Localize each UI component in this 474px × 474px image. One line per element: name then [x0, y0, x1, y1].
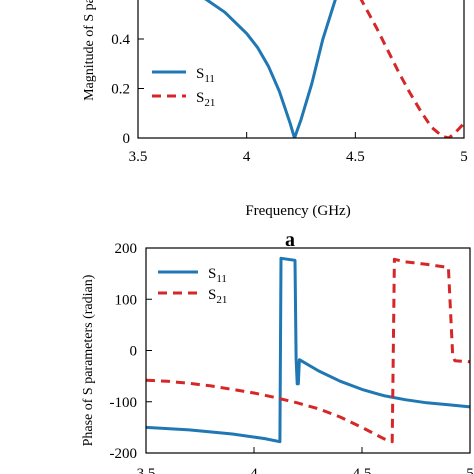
x-tick-label: 4: [243, 149, 251, 165]
x-tick-label: 4.5: [346, 149, 365, 165]
series-line-21: [146, 257, 470, 444]
y-axis-label: Phase of S parameters (radian): [81, 274, 96, 446]
y-tick-label: -100: [110, 395, 138, 411]
legend-subscript: 11: [216, 273, 227, 285]
legend-label-11: S11: [196, 66, 215, 85]
series-line-11: [146, 256, 470, 444]
y-tick-label: 100: [115, 292, 138, 308]
y-tick-label: 0.4: [111, 32, 130, 48]
series-line-21: [359, 0, 464, 138]
y-tick-label: -200: [110, 446, 138, 462]
legend-label-21: S21: [196, 90, 215, 109]
legend-subscript: 21: [216, 294, 227, 306]
y-tick-label: 200: [115, 241, 138, 257]
x-tick-label: 5: [460, 149, 468, 165]
panel-label-a: a: [285, 229, 295, 251]
series-line-11: [204, 0, 337, 138]
x-tick-label: 4: [250, 466, 258, 474]
x-tick-label: 4.5: [353, 466, 372, 474]
legend-label-11: S11: [208, 266, 227, 285]
legend-subscript: 21: [204, 97, 215, 109]
legend-label-21: S21: [208, 287, 227, 306]
y-tick-label: 0.2: [111, 82, 130, 98]
chart-panel-b: 3.5 4 4.5 5 200 100 0 -100 -200 Phase of S parame…: [81, 241, 474, 474]
y-tick-label: 0: [123, 131, 131, 147]
xlabel-a: Frequency (GHz): [245, 203, 350, 219]
y-tick-label: 0: [130, 344, 138, 360]
x-tick-label: 3.5: [137, 466, 156, 474]
legend-subscript: 11: [204, 73, 215, 85]
y-axis-label: Magnitude of S pa: [82, 0, 97, 101]
x-tick-label: 3.5: [129, 149, 148, 165]
plot-frame: [145, 247, 471, 454]
x-tick-label: 5: [466, 466, 474, 474]
